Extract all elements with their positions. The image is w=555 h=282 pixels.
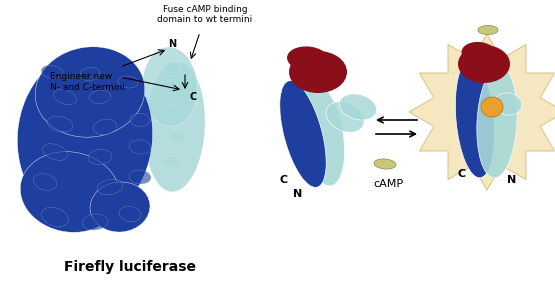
Ellipse shape	[93, 119, 117, 135]
Ellipse shape	[33, 174, 57, 190]
Text: C: C	[189, 92, 196, 102]
Ellipse shape	[169, 131, 187, 143]
Ellipse shape	[41, 65, 63, 79]
Ellipse shape	[481, 97, 503, 117]
Text: N: N	[168, 39, 176, 49]
Ellipse shape	[21, 152, 120, 232]
Text: C: C	[458, 169, 466, 179]
Ellipse shape	[162, 156, 182, 168]
Ellipse shape	[456, 60, 495, 178]
Ellipse shape	[326, 102, 364, 132]
Ellipse shape	[88, 149, 112, 164]
Text: Fuse cAMP binding
domain to wt termini: Fuse cAMP binding domain to wt termini	[158, 5, 253, 24]
Ellipse shape	[90, 182, 150, 232]
Text: N: N	[294, 189, 302, 199]
Ellipse shape	[130, 113, 150, 127]
Text: C: C	[280, 175, 288, 185]
Ellipse shape	[43, 144, 68, 160]
Ellipse shape	[299, 82, 345, 186]
Polygon shape	[409, 34, 555, 190]
Ellipse shape	[129, 170, 151, 184]
Ellipse shape	[478, 25, 498, 34]
Ellipse shape	[458, 45, 510, 83]
Ellipse shape	[129, 140, 151, 154]
Ellipse shape	[145, 62, 205, 192]
Ellipse shape	[477, 66, 517, 178]
Ellipse shape	[53, 89, 77, 105]
Ellipse shape	[158, 81, 178, 93]
Ellipse shape	[80, 67, 100, 81]
Ellipse shape	[143, 47, 198, 127]
Text: Engineer new
N- and C-termini: Engineer new N- and C-termini	[50, 72, 125, 92]
Ellipse shape	[280, 81, 326, 187]
Ellipse shape	[47, 116, 73, 132]
Ellipse shape	[118, 76, 138, 88]
Ellipse shape	[35, 47, 145, 137]
Ellipse shape	[89, 91, 111, 103]
Text: cAMP: cAMP	[373, 179, 403, 189]
Text: Firefly luciferase: Firefly luciferase	[64, 260, 196, 274]
Ellipse shape	[119, 206, 141, 222]
Ellipse shape	[289, 51, 347, 93]
Ellipse shape	[287, 47, 329, 72]
Ellipse shape	[163, 61, 181, 72]
Ellipse shape	[82, 214, 108, 230]
Ellipse shape	[166, 106, 184, 118]
Ellipse shape	[42, 207, 68, 227]
Ellipse shape	[462, 42, 497, 64]
Ellipse shape	[339, 94, 377, 120]
Ellipse shape	[97, 179, 123, 195]
Ellipse shape	[494, 93, 522, 115]
Ellipse shape	[17, 52, 153, 222]
Text: N: N	[507, 175, 517, 185]
Ellipse shape	[374, 159, 396, 169]
